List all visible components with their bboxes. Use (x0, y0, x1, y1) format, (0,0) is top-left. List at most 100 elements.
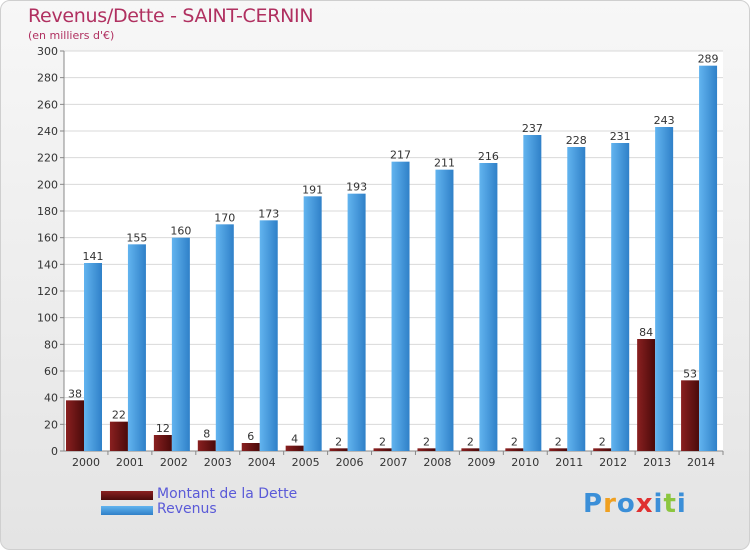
x-tick-label: 2005 (292, 456, 320, 469)
data-label-revenue: 237 (522, 122, 543, 135)
bar-debt (505, 448, 524, 451)
x-tick-label: 2012 (599, 456, 627, 469)
bar-revenue (435, 169, 454, 451)
x-tick-label: 2000 (72, 456, 100, 469)
bar-revenue (699, 65, 718, 452)
logo-letter: o (616, 489, 636, 519)
x-tick-label: 2011 (555, 456, 583, 469)
data-label-debt: 22 (112, 409, 126, 422)
logo-letter: x (635, 489, 654, 519)
bar-revenue (479, 163, 498, 451)
bar-debt (285, 445, 304, 451)
x-tick-label: 2007 (380, 456, 408, 469)
y-tick-label: 200 (37, 178, 58, 191)
data-label-revenue: 289 (698, 53, 719, 66)
data-label-revenue: 217 (390, 149, 411, 162)
x-tick-label: 2002 (160, 456, 188, 469)
logo-letter: r (603, 489, 617, 519)
proxiti-logo: Proxiti (583, 489, 687, 519)
data-label-revenue: 141 (83, 250, 104, 263)
bar-debt (241, 443, 260, 451)
legend-label-revenue: Revenus (157, 501, 217, 517)
bar-debt (549, 448, 568, 451)
bar-debt (197, 440, 216, 451)
y-tick-label: 120 (37, 285, 58, 298)
data-label-revenue: 216 (478, 150, 499, 163)
bar-revenue (303, 196, 322, 451)
y-tick-label: 100 (37, 312, 58, 325)
legend-swatch-debt (101, 491, 153, 500)
bar-revenue (127, 244, 146, 451)
bar-revenue (215, 224, 234, 451)
bar-revenue (655, 127, 674, 451)
bar-debt (681, 380, 700, 451)
data-label-revenue: 228 (566, 134, 587, 147)
legend-swatch-revenue (101, 506, 153, 515)
bar-revenue (171, 237, 190, 451)
logo-letter: P (583, 489, 604, 519)
data-label-debt: 2 (511, 435, 518, 448)
y-tick-label: 20 (44, 418, 58, 431)
data-label-revenue: 160 (170, 225, 191, 238)
data-label-revenue: 191 (302, 183, 323, 196)
bar-revenue (523, 135, 542, 451)
y-tick-label: 60 (44, 365, 58, 378)
y-tick-label: 140 (37, 258, 58, 271)
bar-debt (637, 339, 656, 451)
bar-debt (461, 448, 480, 451)
data-label-revenue: 170 (214, 211, 235, 224)
x-tick-label: 2010 (511, 456, 539, 469)
x-tick-label: 2006 (336, 456, 364, 469)
x-tick-label: 2008 (423, 456, 451, 469)
bar-revenue (391, 161, 410, 451)
data-label-debt: 12 (156, 422, 170, 435)
logo-letter: i (653, 489, 664, 519)
bar-revenue (567, 147, 586, 451)
bar-revenue (611, 143, 630, 451)
y-tick-label: 220 (37, 152, 58, 165)
data-label-debt: 2 (599, 435, 606, 448)
y-tick-label: 300 (37, 45, 58, 58)
y-tick-label: 280 (37, 72, 58, 85)
bar-revenue (347, 193, 366, 451)
bar-debt (66, 400, 84, 451)
data-label-debt: 38 (68, 387, 82, 400)
bar-debt (417, 448, 436, 451)
data-label-debt: 53 (683, 367, 697, 380)
bar-debt (593, 448, 612, 451)
bar-debt (373, 448, 392, 451)
y-tick-label: 160 (37, 232, 58, 245)
chart-title: Revenus/Dette - SAINT-CERNIN (28, 5, 314, 27)
data-label-debt: 2 (335, 435, 342, 448)
data-label-debt: 2 (379, 435, 386, 448)
legend-label-debt: Montant de la Dette (157, 486, 298, 502)
data-label-debt: 2 (467, 435, 474, 448)
y-tick-label: 80 (44, 338, 58, 351)
data-label-revenue: 155 (126, 231, 147, 244)
data-label-debt: 6 (247, 430, 254, 443)
logo-letter: t (663, 489, 677, 519)
y-tick-label: 240 (37, 125, 58, 138)
x-tick-label: 2004 (248, 456, 276, 469)
data-label-revenue: 211 (434, 157, 455, 170)
data-label-debt: 2 (555, 435, 562, 448)
y-tick-label: 0 (51, 445, 58, 458)
data-label-debt: 8 (203, 427, 210, 440)
bar-debt (109, 421, 128, 451)
y-tick-label: 40 (44, 392, 58, 405)
x-tick-label: 2013 (643, 456, 671, 469)
data-label-revenue: 243 (654, 114, 675, 127)
logo-letter: i (676, 489, 687, 519)
x-tick-label: 2003 (204, 456, 232, 469)
data-label-revenue: 193 (346, 181, 367, 194)
bar-debt (329, 448, 348, 451)
data-label-debt: 84 (639, 326, 653, 339)
data-label-debt: 2 (423, 435, 430, 448)
y-tick-label: 180 (37, 205, 58, 218)
bar-debt (153, 435, 172, 451)
data-label-debt: 4 (291, 433, 298, 446)
bar-revenue (84, 263, 102, 451)
data-label-revenue: 173 (258, 207, 279, 220)
chart-subtitle: (en milliers d'€) (28, 29, 115, 42)
